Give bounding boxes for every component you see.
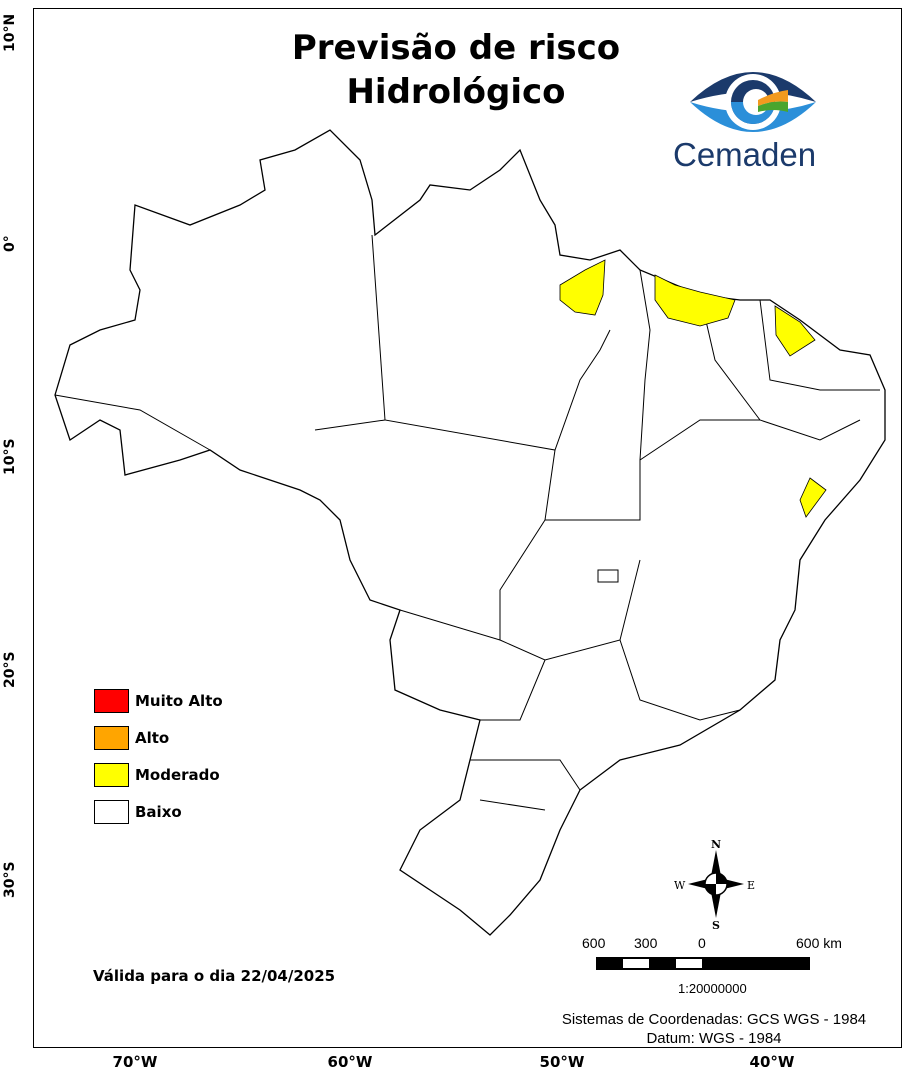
scale-label-600: 600	[582, 935, 606, 951]
legend-swatch	[94, 762, 129, 787]
lat-label-30s: 30°S	[2, 861, 18, 898]
risk-area-maranhao	[654, 274, 736, 327]
scale-label-300: 300	[634, 935, 658, 951]
risk-area-para	[559, 259, 606, 316]
compass-rose-icon: N S E W	[674, 838, 755, 932]
lat-label-0: 0°	[2, 235, 18, 252]
legend-item-baixo: Baixo	[94, 793, 223, 830]
legend: Muito Alto Alto Moderado Baixo	[94, 682, 223, 830]
validity-date: Válida para o dia 22/04/2025	[93, 967, 336, 985]
lat-label-10n: 10°N	[2, 13, 18, 52]
compass-s: S	[712, 919, 720, 932]
lon-label-40w: 40°W	[749, 1053, 795, 1071]
risk-area-bahia	[799, 477, 827, 518]
legend-item-muito-alto: Muito Alto	[94, 682, 223, 719]
cemaden-logo-icon	[690, 72, 816, 132]
brazil-outline	[54, 129, 886, 936]
state-borders	[54, 234, 880, 811]
compass-w: W	[674, 879, 686, 892]
risk-area-ceara	[774, 305, 816, 357]
map-title: Previsão de risco Hidrológico	[236, 26, 676, 114]
compass-n: N	[711, 838, 721, 851]
logo-text: Cemaden	[673, 136, 817, 173]
scale-label-0: 0	[698, 935, 706, 951]
scale-bar	[596, 957, 810, 970]
legend-item-alto: Alto	[94, 719, 223, 756]
legend-label: Baixo	[135, 802, 182, 821]
legend-label: Moderado	[135, 765, 220, 784]
title-line-1: Previsão de risco	[291, 28, 621, 68]
lat-label-10s: 10°S	[2, 438, 18, 475]
legend-item-moderado: Moderado	[94, 756, 223, 793]
legend-label: Muito Alto	[135, 691, 223, 710]
legend-swatch	[94, 688, 129, 713]
datum-line: Datum: WGS - 1984	[646, 1030, 782, 1047]
coordinate-system: Sistemas de Coordenadas: GCS WGS - 1984 …	[530, 1010, 898, 1048]
title-line-2: Hidrológico	[346, 72, 566, 112]
legend-swatch	[94, 725, 129, 750]
compass-e: E	[747, 879, 755, 892]
lat-label-20s: 20°S	[2, 651, 18, 688]
lon-label-50w: 50°W	[539, 1053, 585, 1071]
risk-areas	[559, 259, 827, 518]
coordinate-system-line: Sistemas de Coordenadas: GCS WGS - 1984	[561, 1011, 867, 1028]
lon-label-60w: 60°W	[327, 1053, 373, 1071]
legend-swatch	[94, 799, 129, 824]
lon-label-70w: 70°W	[112, 1053, 158, 1071]
legend-label: Alto	[135, 728, 170, 747]
scale-ratio: 1:20000000	[678, 981, 747, 996]
map-frame	[33, 8, 902, 1048]
scale-label-600km: 600 km	[796, 935, 842, 951]
